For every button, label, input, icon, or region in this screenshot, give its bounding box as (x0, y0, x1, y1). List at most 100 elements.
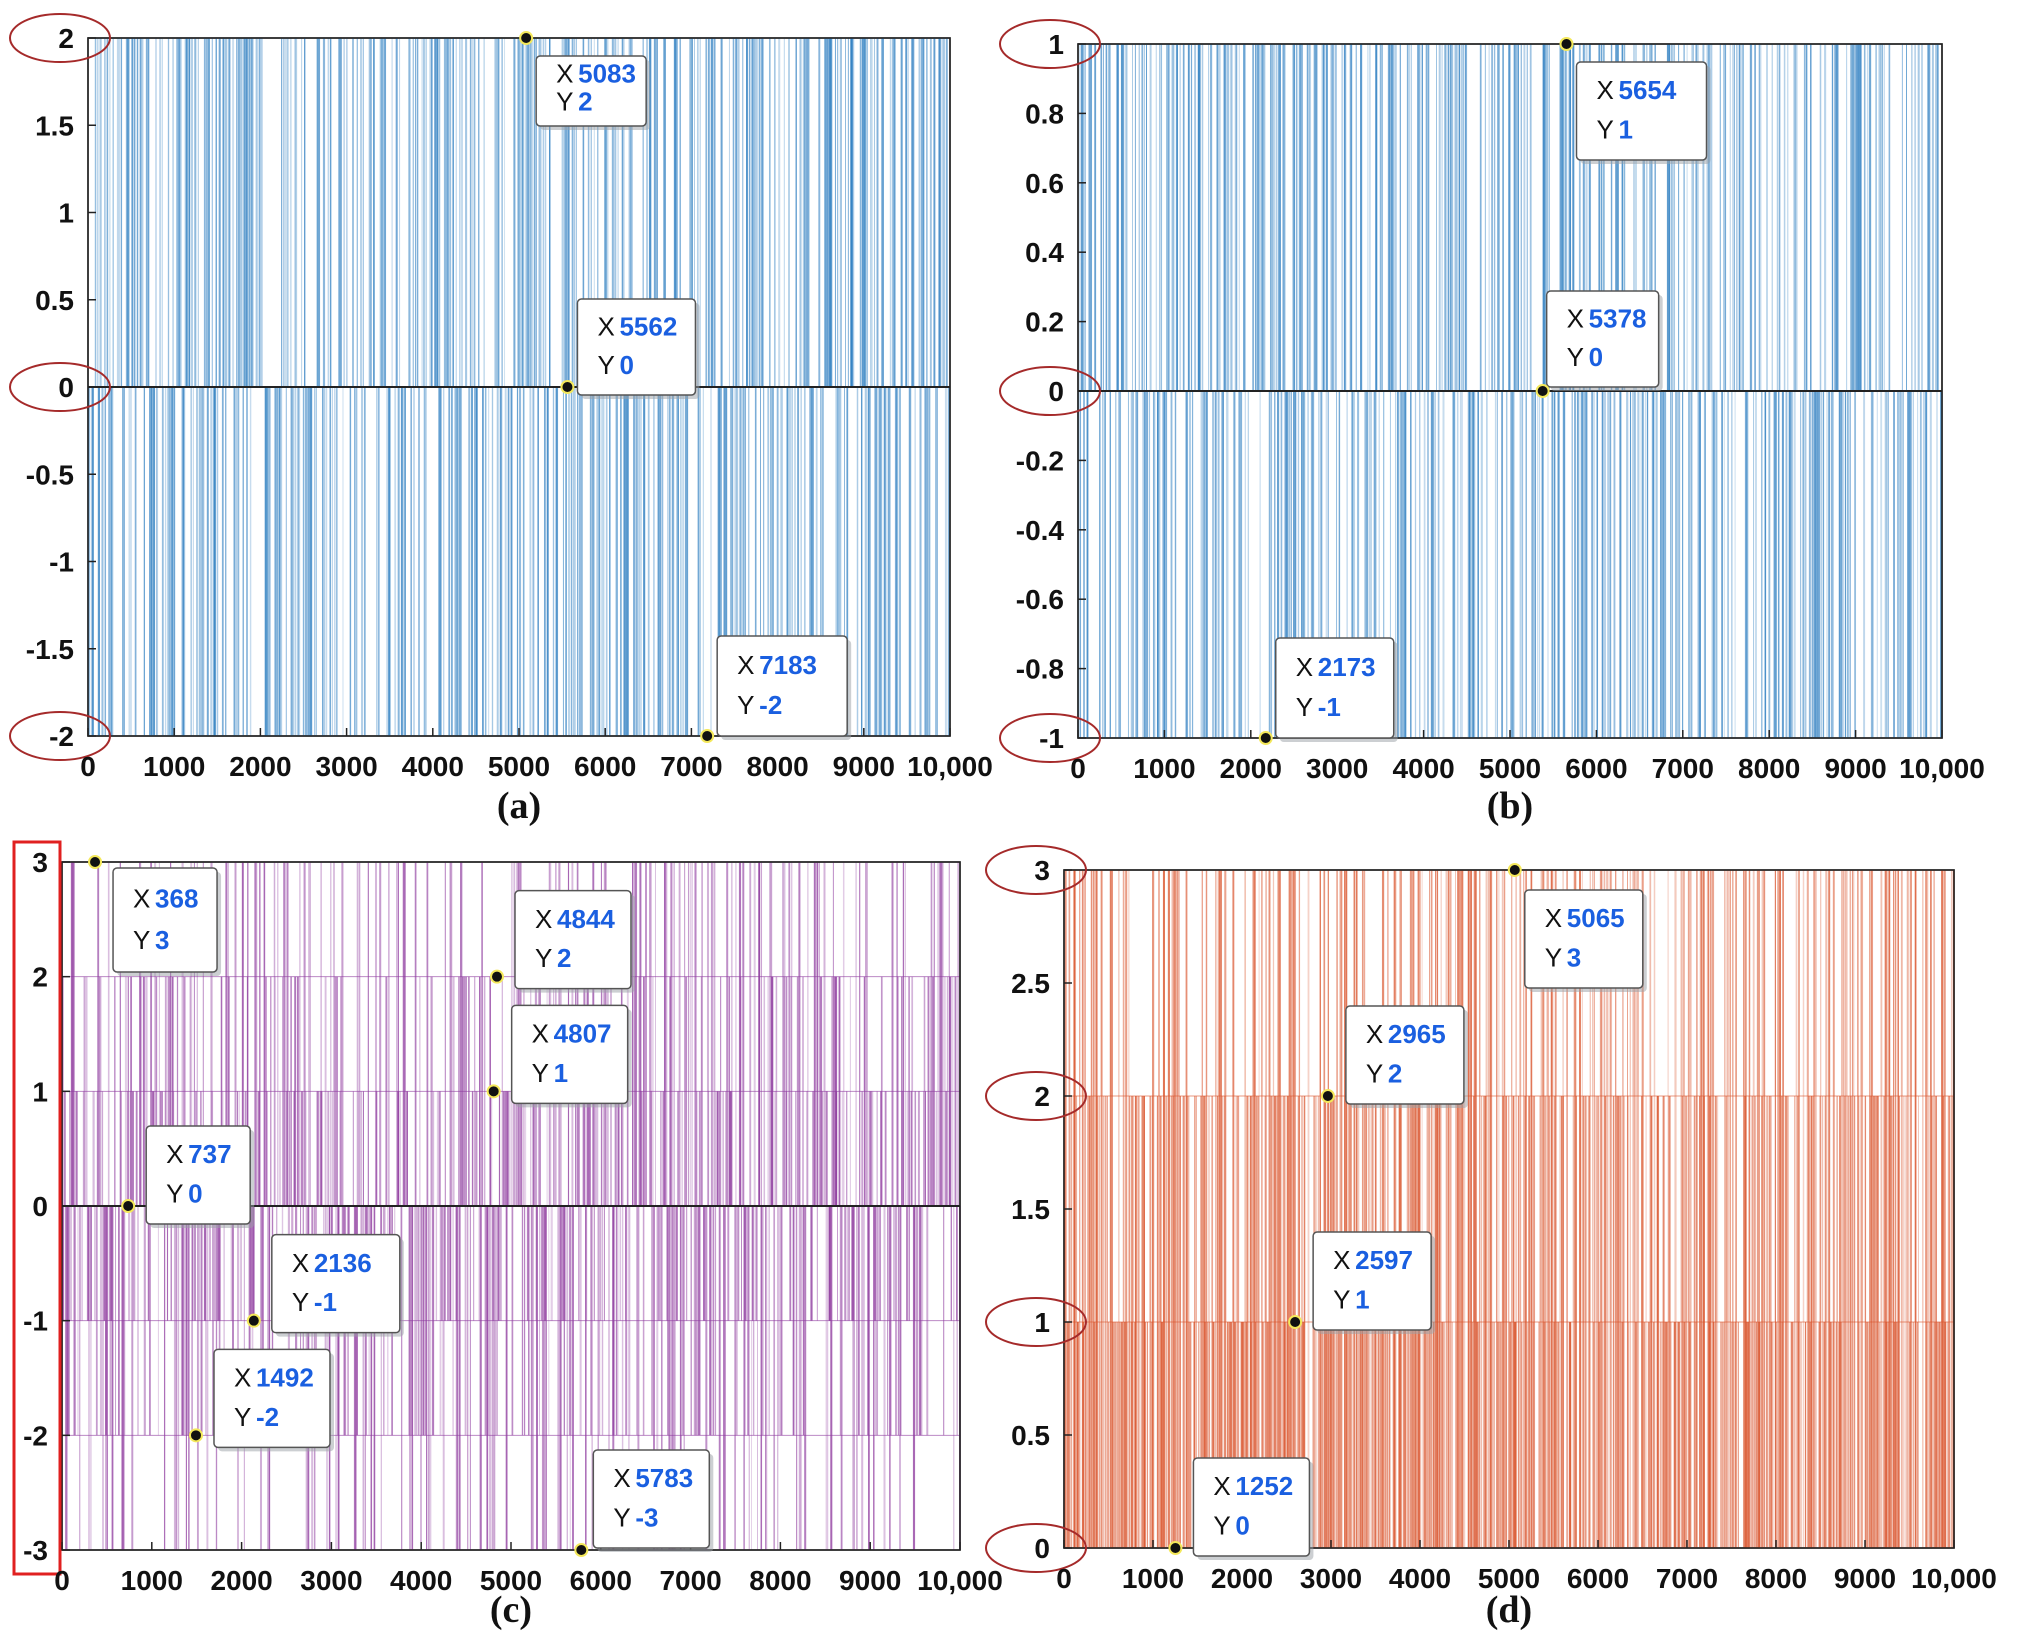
datatip-marker[interactable] (121, 1199, 136, 1213)
datatip-marker[interactable] (1559, 37, 1574, 51)
datatip-box (592, 1449, 711, 1549)
y-tick-label: -0.6 (1016, 584, 1064, 615)
datatip-y-value: 1 (1355, 1284, 1369, 1314)
datatip-x-value: 1252 (1235, 1471, 1293, 1501)
datatip-x-value: 5783 (635, 1463, 693, 1493)
datatip-marker[interactable] (1288, 1315, 1303, 1329)
datatip-marker[interactable] (519, 31, 534, 45)
y-tick-label: 0 (32, 1191, 48, 1222)
y-tick-label: -0.4 (1016, 515, 1065, 546)
x-tick-label: 10,000 (907, 751, 993, 782)
x-tick-label: 9000 (1834, 1563, 1896, 1594)
datatip-x-value: 5378 (1589, 303, 1647, 333)
tick-highlight-circle (999, 19, 1101, 69)
y-tick-label: 0.6 (1025, 168, 1064, 199)
x-tick-label: 8000 (749, 1565, 811, 1596)
x-tick-label: 8000 (1738, 753, 1800, 784)
y-tick-label: 0.4 (1025, 237, 1064, 268)
tick-highlight-circle (999, 713, 1101, 763)
datatip-y-key: Y (613, 1502, 630, 1532)
x-tick-label: 7000 (660, 751, 722, 782)
datatip-y-key: Y (234, 1402, 251, 1432)
datatip-marker[interactable] (574, 1543, 589, 1557)
tick-highlight-circle (985, 1297, 1087, 1347)
datatip-x-key: X (1296, 652, 1313, 682)
datatip-y-value: 2 (578, 87, 592, 117)
signal-stems (1077, 44, 1943, 738)
datatip-x-key: X (1366, 1019, 1383, 1049)
x-tick-label: 4000 (1392, 753, 1454, 784)
tick-highlight-circle (9, 362, 111, 412)
datatip-x-key: X (1213, 1471, 1230, 1501)
x-tick-label: 9000 (839, 1565, 901, 1596)
datatip-marker[interactable] (246, 1313, 261, 1328)
datatip-y-key: Y (1545, 942, 1562, 972)
tick-highlight-circle (985, 845, 1087, 895)
datatip-y-value: 2 (1388, 1058, 1402, 1088)
x-tick-label: 5000 (480, 1565, 542, 1596)
datatip-box (535, 55, 647, 127)
datatip-marker[interactable] (700, 729, 715, 743)
datatip-marker[interactable] (1507, 863, 1522, 877)
datatip-y-value: 3 (1567, 942, 1581, 972)
x-tick-label: 6000 (570, 1565, 632, 1596)
x-tick-label: 10,000 (917, 1565, 1003, 1596)
x-tick-label: 6000 (1565, 753, 1627, 784)
datatip-y-key: Y (1567, 342, 1584, 372)
x-tick-label: 7000 (1656, 1563, 1718, 1594)
datatip-marker[interactable] (188, 1428, 203, 1443)
x-tick-label: 10,000 (1911, 1563, 1997, 1594)
datatip-marker[interactable] (1168, 1541, 1183, 1555)
datatip-x-value: 4844 (557, 904, 615, 934)
datatip-y-value: 0 (1589, 342, 1603, 372)
datatip-marker[interactable] (1258, 731, 1273, 745)
datatip-marker[interactable] (486, 1084, 501, 1099)
datatip-box (510, 1004, 629, 1105)
datatip-marker[interactable] (560, 380, 575, 394)
y-tick-label: 1 (58, 198, 74, 229)
datatip-marker[interactable] (489, 969, 504, 984)
datatip-y-value: 1 (1619, 114, 1633, 144)
y-tick-label: -1 (1039, 723, 1064, 754)
datatip-marker[interactable] (1535, 384, 1550, 398)
x-tick-label: 8000 (1745, 1563, 1807, 1594)
datatip-y-key: Y (1597, 114, 1614, 144)
datatip-marker[interactable] (1320, 1089, 1335, 1103)
y-tick-label: 3 (1034, 855, 1050, 886)
x-tick-label: 2000 (1211, 1563, 1273, 1594)
panel-b: 10.80.60.40.20-0.2-0.4-0.6-0.8-10 1000 200… (999, 19, 1985, 827)
datatip-x-value: 2597 (1355, 1245, 1413, 1275)
x-tick-label: 0 (80, 751, 96, 782)
datatip-y-value: -1 (1318, 692, 1341, 722)
datatip-x-value: 2173 (1318, 652, 1376, 682)
x-tick-label: 7000 (659, 1565, 721, 1596)
datatip-box (1274, 637, 1395, 739)
y-tick-label: 1 (1048, 29, 1064, 60)
datatip-x-value: 5562 (619, 311, 677, 341)
panel-a: 21.510.50-0.5-1-1.5-20 1000 2000 3000 4000 50… (9, 13, 993, 827)
y-tick-label: 0 (1048, 376, 1064, 407)
datatip-marker[interactable] (88, 855, 103, 869)
y-tick-label: -3 (23, 1535, 48, 1566)
datatip-x-key: X (1545, 903, 1562, 933)
y-tick-label: 0.2 (1025, 307, 1064, 338)
datatip-x-value: 368 (155, 884, 198, 914)
